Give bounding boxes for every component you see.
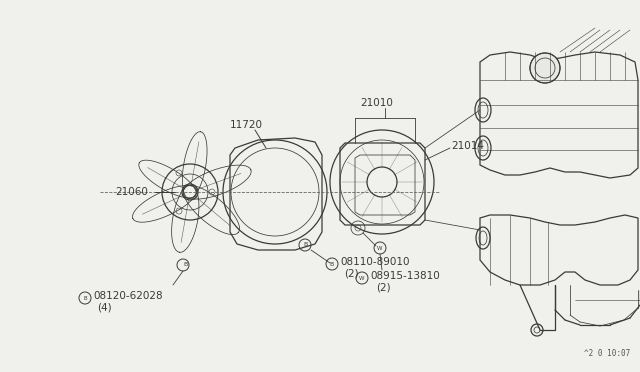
Text: W: W	[359, 276, 365, 280]
Text: B: B	[183, 263, 187, 267]
Text: 11720: 11720	[230, 120, 263, 130]
Circle shape	[530, 53, 560, 83]
Text: 21010: 21010	[360, 98, 393, 108]
Text: (4): (4)	[97, 303, 111, 313]
Text: 08915-13810: 08915-13810	[370, 271, 440, 281]
Text: W: W	[377, 246, 383, 250]
Text: 08110-89010: 08110-89010	[340, 257, 410, 267]
Text: (2): (2)	[344, 269, 358, 279]
Text: ^2 0 10:07: ^2 0 10:07	[584, 349, 630, 358]
Text: (2): (2)	[376, 283, 390, 293]
Text: B: B	[303, 243, 307, 247]
Text: 21014: 21014	[451, 141, 484, 151]
Text: 08120-62028: 08120-62028	[93, 291, 163, 301]
Text: 21060: 21060	[115, 187, 148, 197]
Text: B: B	[330, 262, 334, 266]
Text: B: B	[83, 295, 87, 301]
